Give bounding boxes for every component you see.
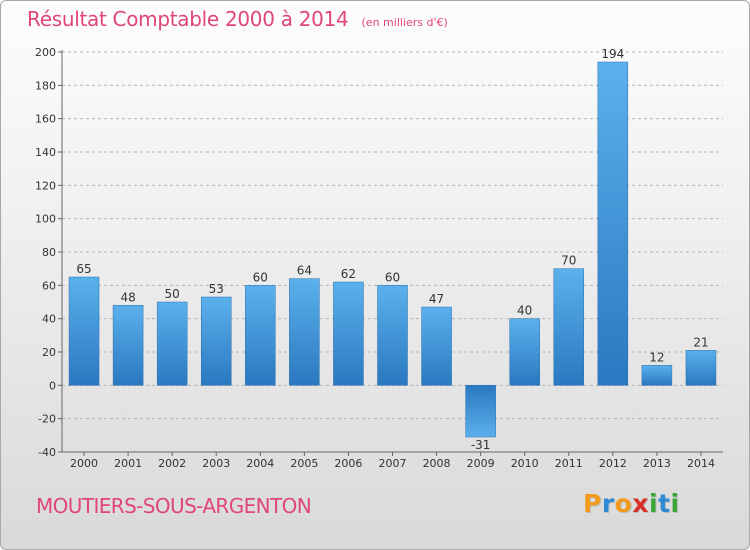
y-tick-label: 20	[42, 346, 56, 359]
x-tick-label: 2000	[70, 457, 98, 470]
data-label: 60	[385, 270, 400, 284]
data-label: 12	[649, 350, 664, 364]
data-label: 48	[120, 290, 135, 304]
x-tick-label: 2007	[379, 457, 407, 470]
x-tick-label: 2013	[643, 457, 671, 470]
bar-2003	[200, 296, 232, 386]
x-tick-label: 2011	[555, 457, 583, 470]
logo-letter: i	[670, 489, 680, 518]
bar-2008	[421, 306, 452, 386]
x-tick-label: 2005	[290, 457, 318, 470]
title-row: Résultat Comptable 2000 à 2014 (en milli…	[27, 7, 448, 31]
bar-2007	[377, 285, 408, 386]
bar-2005	[289, 278, 320, 386]
bar-2006	[333, 281, 364, 386]
bar-2012	[597, 61, 629, 386]
logo-letter: x	[632, 489, 649, 518]
y-tick-label: 60	[42, 279, 56, 292]
x-tick-label: 2004	[246, 457, 274, 470]
labels-layer: -40 -20 0 20 40 60 80 100 120 140 160 180 200 65 2000 4…	[35, 46, 715, 470]
data-label: 40	[517, 304, 532, 318]
y-tick-label: 160	[35, 113, 56, 126]
proxiti-logo: Proxiti	[583, 489, 680, 518]
y-tick-label: 40	[42, 313, 56, 326]
chart-title: Résultat Comptable 2000 à 2014	[27, 7, 349, 31]
y-tick-label: 140	[35, 146, 56, 159]
data-label: 47	[429, 292, 444, 306]
x-tick-label: 2006	[334, 457, 362, 470]
logo-letter: i	[649, 489, 659, 518]
data-label: 50	[165, 287, 180, 301]
data-label: 60	[253, 270, 268, 284]
x-tick-label: 2008	[423, 457, 451, 470]
y-tick-label: 120	[35, 179, 56, 192]
data-label: 194	[601, 47, 624, 61]
x-tick-label: 2012	[599, 457, 627, 470]
data-label: -31	[471, 438, 491, 452]
data-label: 62	[341, 267, 356, 281]
data-label: 21	[693, 335, 708, 349]
chart-subtitle: (en milliers d'€)	[361, 16, 448, 29]
y-tick-label: -20	[38, 413, 56, 426]
x-tick-label: 2009	[467, 457, 495, 470]
data-label: 70	[561, 254, 576, 268]
bar-2014	[685, 350, 717, 386]
y-tick-label: 180	[35, 79, 56, 92]
bar-2001	[112, 305, 144, 386]
x-tick-label: 2010	[511, 457, 539, 470]
x-tick-label: 2001	[114, 457, 142, 470]
bar-2002	[156, 301, 188, 386]
y-tick-label: 0	[49, 379, 56, 392]
x-tick-label: 2003	[202, 457, 230, 470]
logo-letter: P	[583, 489, 602, 518]
logo-letter: o	[614, 489, 633, 518]
x-tick-label: 2002	[158, 457, 186, 470]
bar-2000	[68, 276, 100, 386]
bar-2004	[245, 285, 276, 386]
data-label: 65	[76, 262, 91, 276]
x-tick-label: 2014	[687, 457, 715, 470]
bar-2010	[509, 318, 540, 386]
commune-name: MOUTIERS-SOUS-ARGENTON	[36, 494, 312, 518]
logo-letter: r	[601, 489, 615, 518]
bar-2013	[641, 365, 673, 386]
y-tick-label: 200	[35, 46, 56, 59]
y-tick-label: 80	[42, 246, 56, 259]
bar-2011	[553, 268, 585, 386]
axes-layer	[58, 50, 723, 456]
data-label: 64	[297, 264, 312, 278]
bars-layer	[68, 61, 717, 438]
y-tick-label: 100	[35, 213, 56, 226]
logo-letter: t	[658, 489, 671, 518]
bar-2009	[465, 385, 496, 438]
y-tick-label: -40	[38, 446, 56, 459]
data-label: 53	[209, 282, 224, 296]
